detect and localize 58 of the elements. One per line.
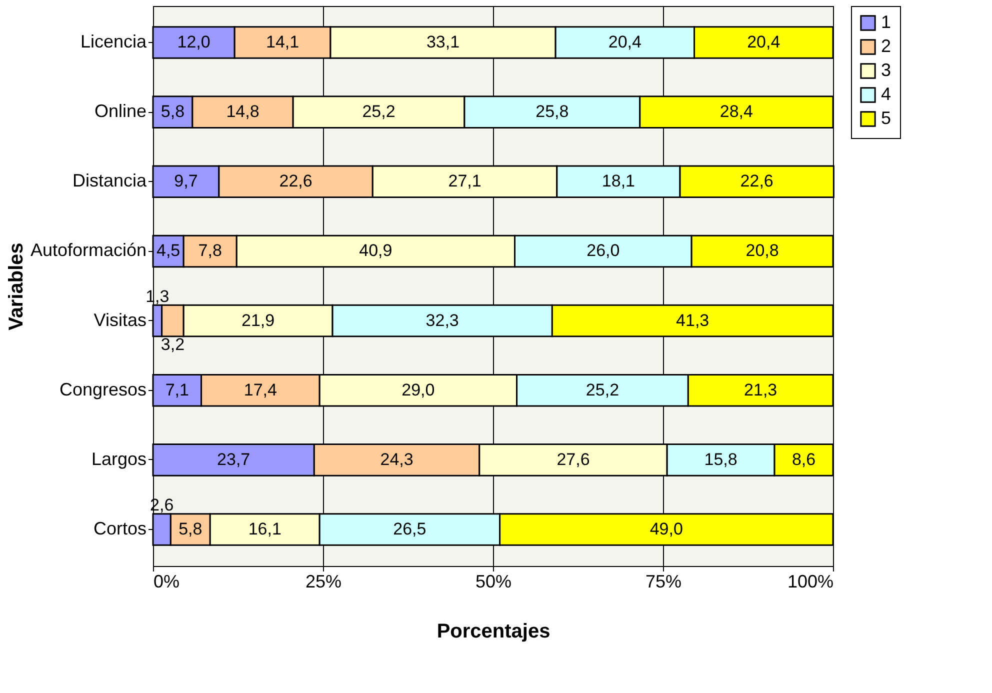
y-tick-label: Congresos [59,379,146,400]
x-axis-title: Porcentajes [436,620,550,642]
data-label: 21,9 [242,310,275,330]
data-label: 27,6 [556,450,590,469]
y-tick-label: Largos [91,448,146,469]
data-label: 22,6 [279,172,312,191]
y-axis-title: Variables [5,242,28,330]
data-label: 16,1 [248,519,282,538]
y-tick-label: Online [94,101,146,122]
legend-label: 3 [881,60,892,80]
y-tick-label: Licencia [80,32,148,52]
x-tick-label: 75% [645,572,682,592]
data-label: 23,7 [217,450,250,469]
data-label: 32,3 [426,310,459,330]
y-tick-label: Autoformación [30,240,146,260]
data-label: 15,8 [704,450,738,469]
data-label: 7,8 [198,241,222,260]
y-tick-label: Visitas [94,310,146,330]
data-label: 20,4 [747,32,780,52]
data-label: 20,8 [746,241,779,260]
data-label: 12,0 [177,32,210,52]
x-tick-label: 0% [154,572,180,592]
data-label: 28,4 [720,102,753,122]
data-label: 40,9 [359,241,392,260]
data-label: 5,8 [178,519,202,538]
data-label: 9,7 [174,172,198,191]
data-label: 17,4 [244,380,277,400]
data-label: 41,3 [676,310,710,330]
x-tick-label: 100% [787,572,834,592]
legend-label: 2 [881,36,892,56]
data-label: 20,4 [608,32,642,52]
data-label: 24,3 [380,450,414,469]
data-label: 49,0 [650,519,683,538]
data-label: 27,1 [448,172,482,191]
data-label: 21,3 [744,380,778,400]
data-label: 8,6 [792,450,816,469]
data-label: 3,2 [160,334,185,354]
data-label: 4,5 [156,241,180,260]
data-label: 25,8 [536,102,569,122]
y-tick-label: Distancia [72,170,148,191]
data-label: 14,8 [226,102,260,122]
data-label: 14,1 [266,32,300,52]
data-label: 26,5 [393,519,426,538]
legend-label: 4 [881,84,892,104]
data-label: 7,1 [165,380,189,400]
x-tick-label: 50% [475,572,512,592]
legend-label: 1 [881,12,892,32]
data-label: 25,2 [362,102,396,122]
data-label: 26,0 [586,241,620,260]
legend-label: 5 [881,108,892,128]
data-label: 25,2 [586,380,620,400]
y-tick-label: Cortos [93,518,146,538]
data-label: 18,1 [602,172,636,191]
data-label: 22,6 [740,172,774,191]
data-label: 33,1 [426,32,460,52]
data-label: 29,0 [402,380,435,400]
x-tick-label: 25% [305,572,342,592]
data-label: 5,8 [160,102,185,122]
